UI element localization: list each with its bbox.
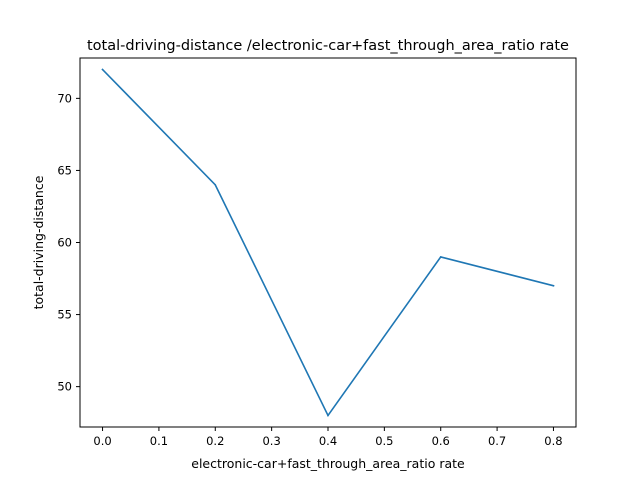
x-axis-ticks: 0.0 0.1 0.2 0.3 0.4 0.5 0.6 0.7 0.8 [93, 427, 563, 448]
x-tick-label: 0.5 [375, 434, 393, 448]
x-tick-label: 0.7 [488, 434, 506, 448]
x-tick-label: 0.0 [93, 434, 111, 448]
x-tick-label: 0.6 [432, 434, 450, 448]
x-tick-label: 0.4 [319, 434, 337, 448]
y-tick-label: 55 [57, 308, 72, 322]
x-tick-label: 0.2 [206, 434, 224, 448]
chart-title: total-driving-distance /electronic-car+f… [87, 38, 569, 54]
x-tick-label: 0.1 [150, 434, 168, 448]
plot-frame [79, 57, 577, 428]
x-axis-label: electronic-car+fast_through_area_ratio r… [191, 456, 465, 471]
plot-area [80, 58, 576, 427]
y-tick-label: 70 [57, 91, 72, 105]
y-axis-ticks: 50 55 60 65 70 [57, 91, 80, 394]
x-tick-label: 0.8 [544, 434, 562, 448]
y-axis-label: total-driving-distance [31, 175, 46, 309]
data-point [439, 256, 442, 258]
data-point [327, 414, 329, 417]
data-point [101, 68, 104, 71]
series-layer [101, 68, 555, 418]
x-tick-label: 0.3 [262, 434, 280, 448]
y-tick-label: 50 [57, 380, 72, 394]
y-tick-label: 65 [57, 163, 72, 177]
data-point [552, 284, 555, 287]
y-tick-label: 60 [57, 236, 72, 250]
data-point [214, 184, 217, 186]
